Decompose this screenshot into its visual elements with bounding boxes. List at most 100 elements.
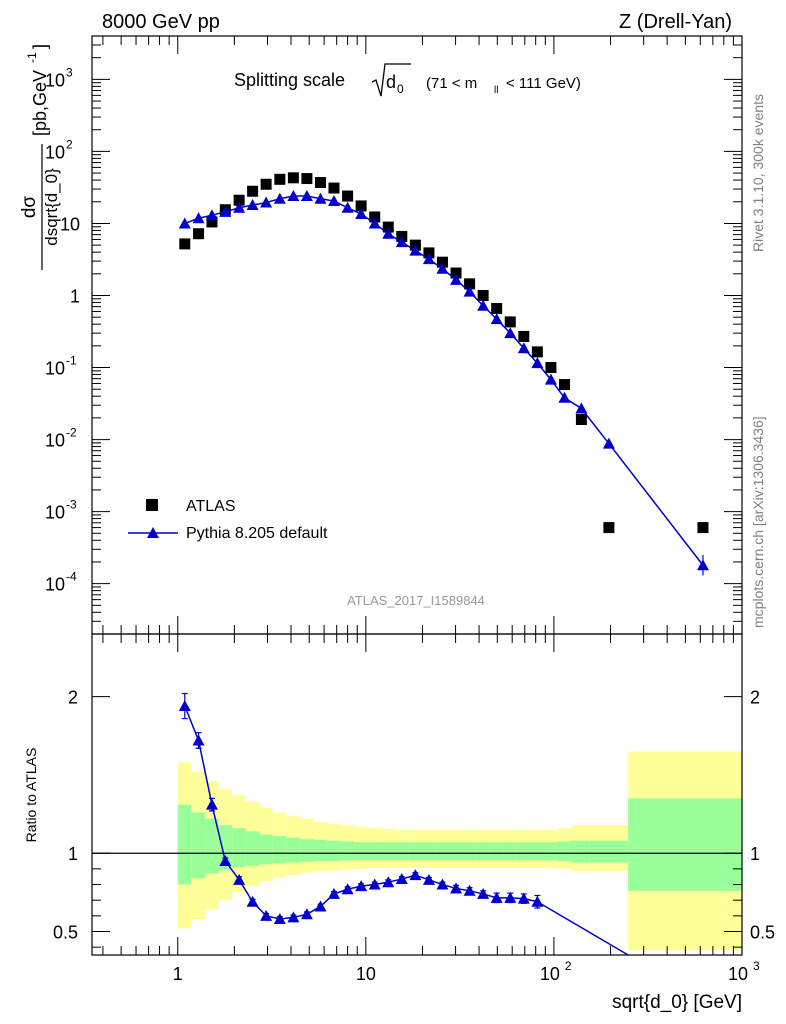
band-stat-24: [503, 842, 517, 861]
pythia-point: [602, 437, 615, 449]
pythia-point: [395, 236, 408, 248]
band-stat-14: [367, 842, 382, 861]
atlas-point: [328, 182, 340, 194]
atlas-point: [491, 302, 503, 314]
atlas-point: [233, 194, 245, 206]
y-tick-label-exp: -3: [66, 498, 77, 512]
pythia-point: [273, 192, 286, 204]
pythia-point: [341, 201, 354, 213]
pythia-point: [409, 244, 422, 256]
pythia-point: [205, 209, 218, 221]
atlas-point: [531, 346, 543, 358]
pythia-point: [327, 194, 340, 206]
plot-title: Splitting scale d 0 (71 < m ll < 111 GeV…: [234, 63, 581, 97]
pythia-point: [422, 253, 435, 265]
atlas-point: [369, 211, 381, 223]
x-tick-label-exp: 3: [753, 959, 760, 973]
atlas-point: [436, 256, 448, 268]
pythia-point: [300, 190, 313, 202]
band-stat-5: [245, 831, 260, 866]
atlas-point: [355, 200, 367, 212]
ratio-point: [436, 878, 449, 890]
band-stat-21: [462, 842, 477, 861]
y-tick-label-exp: -1: [66, 354, 77, 368]
pythia-point: [558, 391, 571, 403]
ratio-point: [314, 900, 327, 912]
band-stat-9: [299, 839, 314, 862]
pythia-point: [463, 285, 476, 297]
atlas-point: [206, 216, 218, 228]
atlas-point: [287, 172, 299, 184]
ratio-point: [192, 734, 205, 746]
band-stat-27: [543, 842, 558, 861]
band-stat-10: [313, 839, 328, 862]
pythia-point: [287, 190, 300, 202]
ratio-point: [300, 908, 313, 920]
ratio-point: [450, 882, 463, 894]
band-stat-8: [286, 837, 300, 863]
ratio-point: [219, 855, 232, 867]
ratio-y-tick-label-left: 0.5: [53, 923, 78, 943]
ratio-point: [341, 883, 354, 895]
ratio-point: [477, 887, 490, 899]
legend-marker-pythia: [147, 527, 159, 538]
ratio-y-tick-label-right: 0.5: [750, 923, 775, 943]
pythia-point: [246, 199, 259, 211]
band-stat-23: [489, 842, 504, 861]
band-stat-30: [589, 840, 629, 863]
x-tick-label: 1: [173, 964, 183, 984]
atlas-point: [450, 267, 462, 279]
atlas-point: [193, 228, 205, 240]
ylabel-unit-sup: -1: [25, 52, 39, 63]
band-stat-25: [516, 842, 531, 861]
atlas-point: [314, 177, 326, 189]
pythia-point: [233, 201, 246, 213]
y-tick-label: 10: [45, 70, 65, 90]
y-tick-label-exp: 2: [66, 137, 73, 151]
ratio-frame: [91, 633, 743, 956]
legend: ATLAS Pythia 8.205 default: [128, 498, 328, 542]
ratio-point: [327, 887, 340, 899]
band-stat-13: [354, 842, 368, 861]
header-right: Z (Drell-Yan): [619, 11, 732, 33]
ylabel-num: dσ: [19, 196, 40, 219]
rivet-label: Rivet 3.1.10, 300k events: [750, 94, 766, 252]
y-tick-label-exp: -2: [66, 426, 77, 440]
legend-label-atlas: ATLAS: [186, 498, 236, 515]
band-stat-16: [395, 842, 409, 861]
pythia-point: [575, 402, 588, 414]
analysis-watermark: ATLAS_2017_I1589844: [347, 593, 485, 608]
ratio-axes: 1 10 10 2 10 3 0.5 0.5 1 1 2 2: [53, 633, 775, 984]
ratio-point: [355, 880, 368, 892]
pythia-point: [517, 342, 530, 354]
x-tick-label-exp: 2: [565, 959, 572, 973]
ratio-point: [463, 884, 476, 896]
ratio-point: [260, 909, 273, 921]
band-stat-29: [571, 840, 590, 863]
ratio-ylabel: Ratio to ATLAS: [23, 748, 39, 843]
title-symbol-sub: 0: [397, 82, 404, 96]
pythia-point: [192, 212, 205, 224]
atlas-point: [301, 173, 313, 185]
ratio-line-tail: [536, 901, 629, 956]
ratio-y-tick-label-left: 2: [68, 688, 78, 708]
y-tick-label: 10: [45, 431, 65, 451]
header-left: 8000 GeV pp: [102, 11, 220, 33]
main-series: [178, 172, 709, 576]
pythia-point: [504, 327, 517, 339]
pythia-line: [184, 195, 704, 566]
pythia-point: [314, 192, 327, 204]
atlas-point: [603, 522, 615, 534]
band-stat-26: [530, 842, 544, 861]
band-stat-31: [628, 798, 742, 891]
band-stat-4: [232, 828, 246, 868]
band-stat-7: [272, 835, 287, 864]
pythia-point: [450, 273, 463, 285]
band-stat-19: [435, 842, 450, 861]
y-tick-label: 1: [70, 286, 80, 306]
ratio-point: [233, 873, 246, 885]
atlas-point: [518, 330, 530, 342]
y-tick-label-exp: 3: [66, 65, 73, 79]
